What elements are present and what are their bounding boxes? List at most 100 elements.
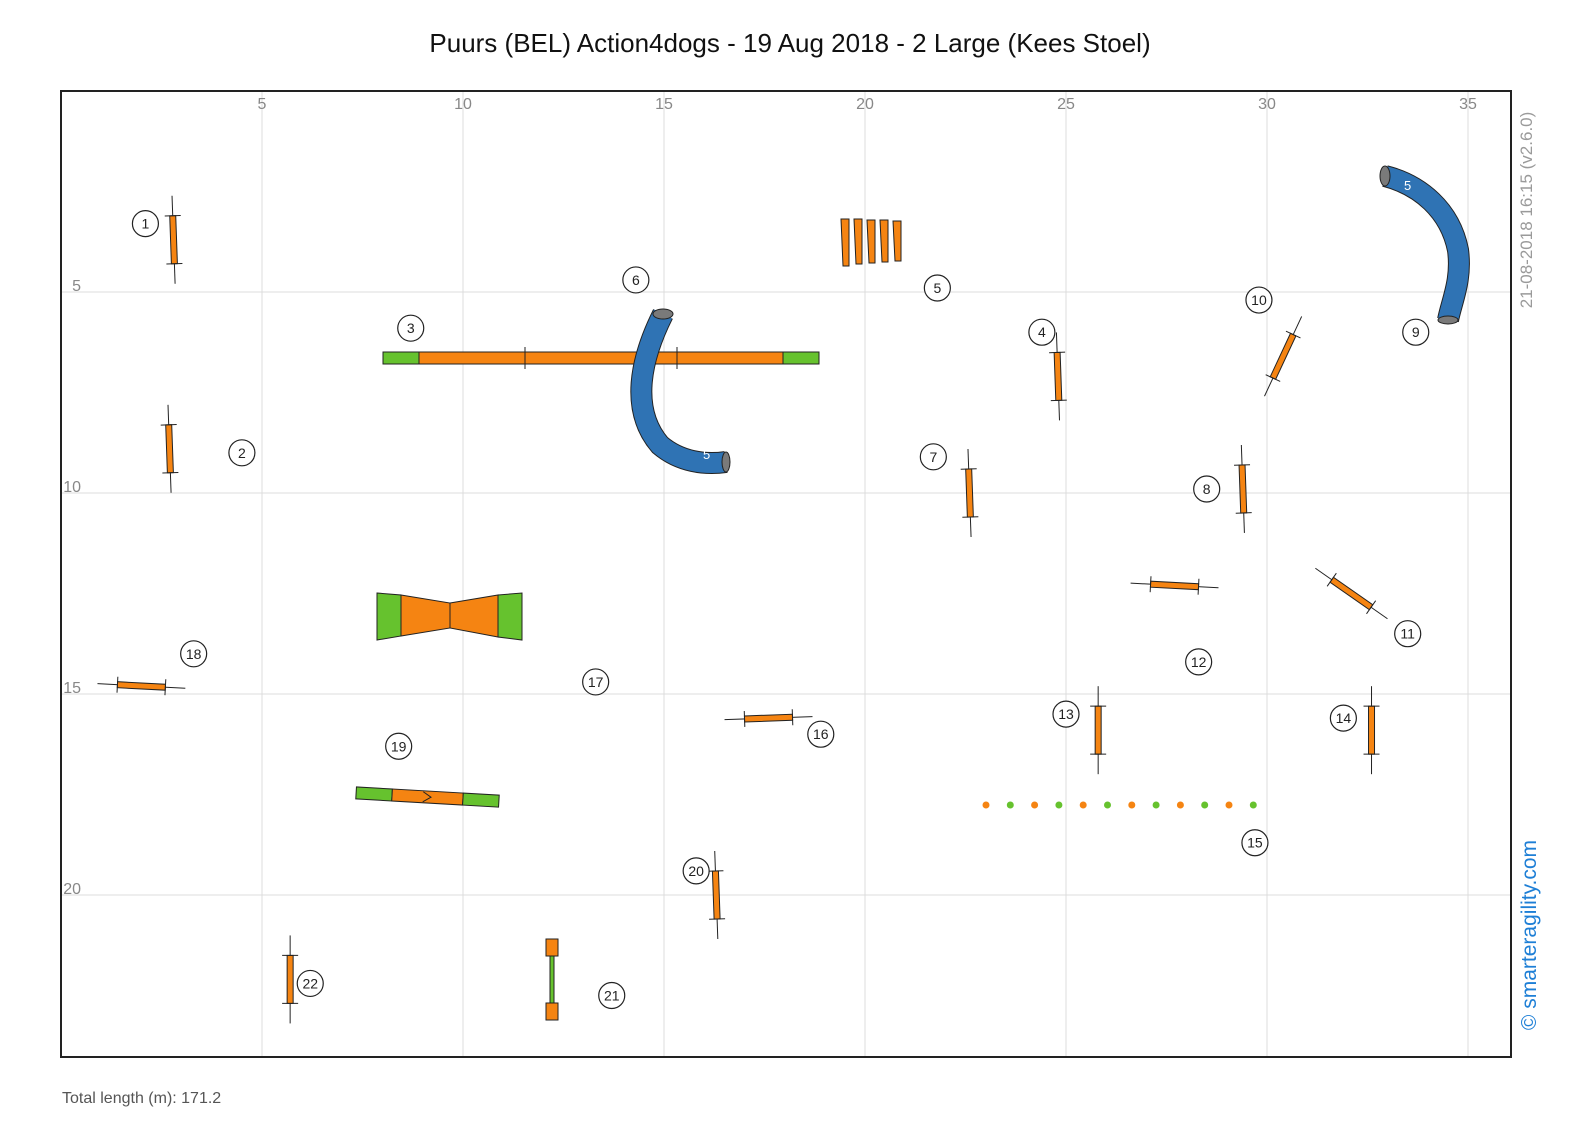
- x-tick-label: 20: [856, 96, 874, 113]
- sequence-number: 8: [1193, 475, 1221, 503]
- svg-text:16: 16: [813, 726, 829, 742]
- jump-obstacle: [724, 709, 813, 727]
- jump-obstacle: [960, 449, 979, 537]
- jump-obstacle: [97, 676, 186, 696]
- weave-pole: [1006, 801, 1014, 809]
- sequence-number: 16: [807, 720, 835, 748]
- weave-pole: [1031, 801, 1039, 809]
- svg-text:6: 6: [632, 272, 640, 288]
- svg-text:21: 21: [604, 988, 620, 1004]
- sequence-number: 19: [385, 732, 413, 760]
- svg-text:2: 2: [238, 445, 246, 461]
- svg-text:20: 20: [688, 863, 704, 879]
- sequence-number: 13: [1052, 700, 1080, 728]
- sequence-number: 20: [682, 857, 710, 885]
- y-tick-label: 5: [72, 278, 81, 295]
- y-tick-label: 20: [63, 881, 81, 898]
- x-tick-label: 25: [1057, 96, 1075, 113]
- jumps-layer: [97, 195, 1388, 1024]
- svg-text:10: 10: [1251, 292, 1267, 308]
- sequence-number: 9: [1402, 318, 1430, 346]
- jump-obstacle: [707, 851, 726, 939]
- x-tick-label: 35: [1459, 96, 1477, 113]
- jump-obstacle: [1049, 332, 1067, 421]
- weave-pole: [1176, 801, 1184, 809]
- sequence-number: 2: [228, 439, 256, 467]
- svg-text:22: 22: [302, 975, 318, 991]
- jump-obstacle: [164, 195, 183, 284]
- sequence-number: 6: [622, 266, 650, 294]
- sequence-number: 1: [131, 210, 160, 238]
- weave-pole: [1055, 801, 1063, 809]
- weave-pole: [1079, 801, 1087, 809]
- svg-text:12: 12: [1191, 654, 1207, 670]
- x-tick-label: 15: [655, 96, 673, 113]
- svg-text:14: 14: [1336, 710, 1352, 726]
- weave-pole: [1104, 801, 1111, 809]
- x-tick-label: 10: [454, 96, 472, 113]
- jump-obstacle: [1264, 316, 1303, 397]
- weave-pole: [1201, 801, 1209, 809]
- y-tick-label: 10: [63, 479, 81, 496]
- svg-text:19: 19: [391, 738, 407, 754]
- svg-text:3: 3: [407, 320, 415, 336]
- jump-obstacle: [1315, 567, 1388, 620]
- tire-obstacle: [545, 938, 559, 1021]
- weave-pole: [1152, 801, 1160, 809]
- weave-pole: [1128, 801, 1136, 809]
- sequence-number: 4: [1028, 318, 1056, 346]
- svg-text:5: 5: [703, 447, 710, 462]
- svg-text:7: 7: [929, 449, 937, 465]
- sequence-number: 18: [180, 640, 208, 668]
- jump-obstacle: [160, 404, 179, 493]
- svg-text:18: 18: [186, 646, 202, 662]
- jump-obstacle: [1090, 686, 1107, 775]
- tunnel-obstacle: 5: [630, 308, 731, 475]
- ring-border: [60, 90, 1512, 1058]
- sequence-number: 12: [1185, 648, 1213, 676]
- sequence-number: 17: [582, 668, 610, 696]
- svg-text:15: 15: [1247, 835, 1263, 851]
- y-tick-label: 15: [63, 680, 81, 697]
- tunnel-obstacle: 5: [1379, 165, 1470, 325]
- svg-text:9: 9: [1412, 324, 1420, 340]
- weave-pole: [1225, 801, 1233, 809]
- svg-text:1: 1: [142, 216, 150, 232]
- x-tick-label: 30: [1258, 96, 1276, 113]
- sequence-number: 5: [923, 274, 951, 302]
- jump-obstacle: [282, 935, 299, 1024]
- svg-text:13: 13: [1058, 706, 1074, 722]
- sequence-number: 11: [1394, 620, 1422, 648]
- sequence-number: 14: [1329, 704, 1357, 732]
- svg-text:5: 5: [1404, 178, 1411, 193]
- sequence-number: 15: [1241, 829, 1269, 857]
- sequence-number: 7: [919, 443, 947, 471]
- sequence-number: 21: [598, 981, 626, 1010]
- jump-obstacle: [1130, 576, 1219, 595]
- svg-text:11: 11: [1400, 626, 1415, 642]
- svg-text:8: 8: [1203, 481, 1211, 497]
- weave-pole: [982, 801, 990, 809]
- jump-obstacle: [1363, 686, 1380, 775]
- total-length: Total length (m): 171.2: [62, 1090, 222, 1107]
- panel-wall-obstacle: [840, 218, 902, 267]
- x-tick-label: 5: [258, 96, 267, 113]
- svg-text:4: 4: [1038, 324, 1046, 340]
- equipment-layer: 5 5: [355, 165, 1470, 1021]
- svg-text:5: 5: [933, 280, 941, 296]
- weave-pole: [1249, 801, 1257, 809]
- aframe-obstacle: [376, 592, 523, 641]
- seesaw-obstacle: [355, 786, 500, 808]
- sequence-number: 22: [296, 969, 324, 998]
- jump-obstacle: [1234, 444, 1252, 533]
- weave-poles: [982, 801, 1257, 809]
- sequence-number: 3: [397, 314, 425, 342]
- grid: [61, 91, 1511, 1057]
- course-title: Puurs (BEL) Action4dogs - 19 Aug 2018 - …: [429, 28, 1151, 58]
- sequence-number: 10: [1245, 286, 1273, 314]
- svg-text:17: 17: [588, 674, 604, 690]
- dogwalk-obstacle: [382, 347, 820, 369]
